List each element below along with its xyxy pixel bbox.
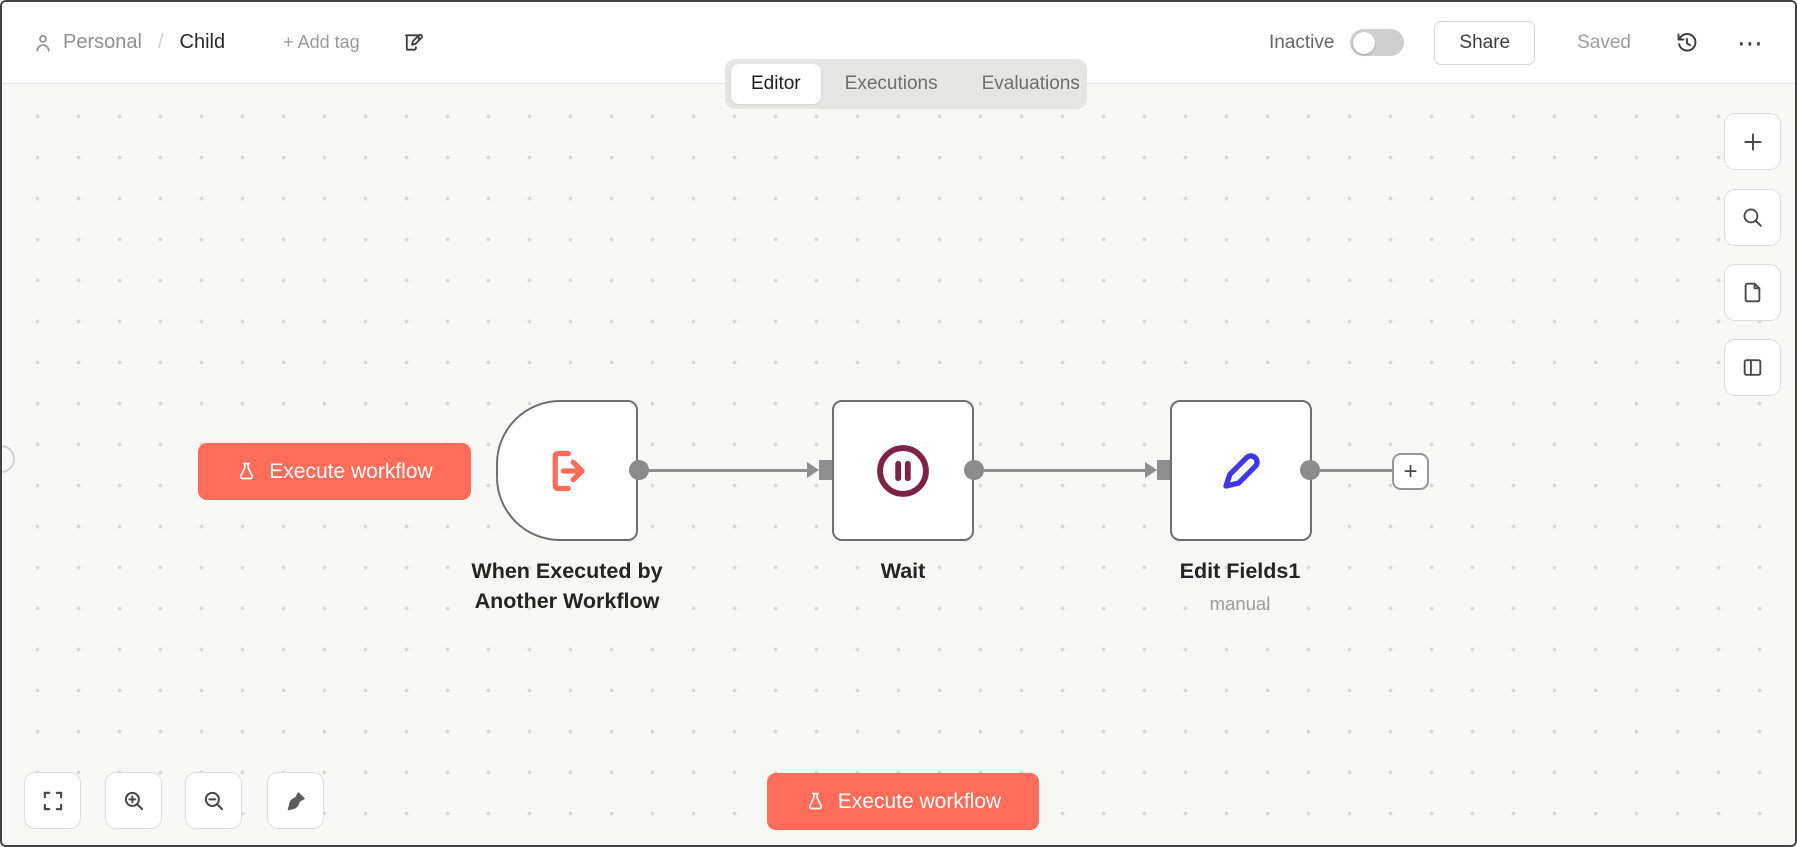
history-icon[interactable]: [1675, 31, 1699, 55]
pen-icon: [1223, 452, 1260, 489]
panel-toggle-icon[interactable]: [1724, 339, 1781, 396]
add-node-icon[interactable]: [1724, 113, 1781, 170]
connection-trigger-wait[interactable]: [648, 469, 810, 472]
connection-wait-editfields[interactable]: [983, 469, 1145, 472]
add-tag-button[interactable]: + Add tag: [283, 32, 360, 52]
view-tabs: Editor Executions Evaluations: [725, 59, 1087, 109]
node-when-executed-by-another-workflow[interactable]: [496, 400, 638, 541]
user-icon: [32, 32, 54, 54]
connection-editfields-plus[interactable]: [1319, 469, 1393, 472]
toggle-knob: [1353, 31, 1376, 54]
share-button[interactable]: Share: [1434, 20, 1536, 65]
breadcrumb-project[interactable]: Personal: [63, 31, 142, 53]
connection-arrowhead: [1145, 462, 1157, 478]
breadcrumb-separator: /: [157, 31, 164, 53]
input-port-wait: [819, 460, 832, 480]
zoom-out-icon[interactable]: [185, 772, 242, 829]
workflow-canvas[interactable]: Execute workflow: [2, 84, 1795, 845]
pause-circle-icon: [877, 444, 929, 497]
output-port-wait[interactable]: [964, 460, 984, 480]
output-port-trigger[interactable]: [629, 460, 649, 480]
header-actions: Inactive Share Saved ⋯: [1268, 20, 1765, 65]
execute-workflow-button[interactable]: Execute workflow: [198, 443, 471, 500]
tab-editor[interactable]: Editor: [731, 64, 821, 104]
edit-note-icon[interactable]: [402, 31, 425, 54]
save-status: Saved: [1577, 31, 1631, 53]
connection-arrowhead: [807, 462, 819, 478]
tab-executions[interactable]: Executions: [844, 73, 938, 94]
node-subtitle: manual: [1209, 593, 1271, 614]
fit-view-icon[interactable]: [24, 772, 81, 829]
log-out-icon: [552, 450, 585, 491]
flask-icon: [240, 462, 254, 480]
sticky-note-icon[interactable]: [1724, 264, 1781, 321]
activation-status-label: Inactive: [1268, 31, 1335, 53]
activation-toggle[interactable]: [1350, 29, 1405, 56]
input-port-editfields: [1157, 460, 1170, 480]
more-options-icon[interactable]: ⋯: [1737, 27, 1765, 58]
tidy-up-icon[interactable]: [267, 772, 324, 829]
flask-icon: [808, 792, 822, 810]
workflow-name[interactable]: Child: [179, 31, 226, 53]
tab-evaluations[interactable]: Evaluations: [981, 73, 1080, 94]
output-port-editfields[interactable]: [1300, 460, 1320, 480]
node-label-trigger: When Executed by Another Workflow: [471, 559, 663, 613]
offscreen-node-edge: [2, 445, 15, 473]
search-icon[interactable]: [1724, 189, 1781, 246]
node-label-wait: Wait: [880, 559, 926, 583]
node-wait[interactable]: [832, 400, 974, 541]
zoom-in-icon[interactable]: [105, 772, 162, 829]
add-node-endpoint-button[interactable]: +: [1392, 453, 1429, 490]
node-label-edit-fields: Edit Fields1 manual: [1140, 556, 1340, 619]
breadcrumb: Personal / Child + Add tag: [32, 31, 425, 54]
node-edit-fields[interactable]: [1170, 400, 1312, 541]
execute-workflow-button-bottom[interactable]: Execute workflow: [767, 773, 1039, 830]
